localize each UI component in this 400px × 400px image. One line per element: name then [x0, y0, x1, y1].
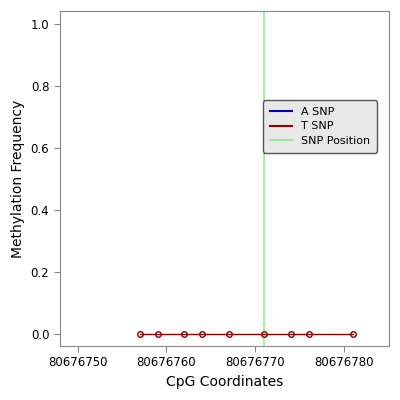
Y-axis label: Methylation Frequency: Methylation Frequency: [11, 99, 25, 258]
X-axis label: CpG Coordinates: CpG Coordinates: [166, 375, 283, 389]
Legend: A SNP, T SNP, SNP Position: A SNP, T SNP, SNP Position: [263, 100, 377, 152]
